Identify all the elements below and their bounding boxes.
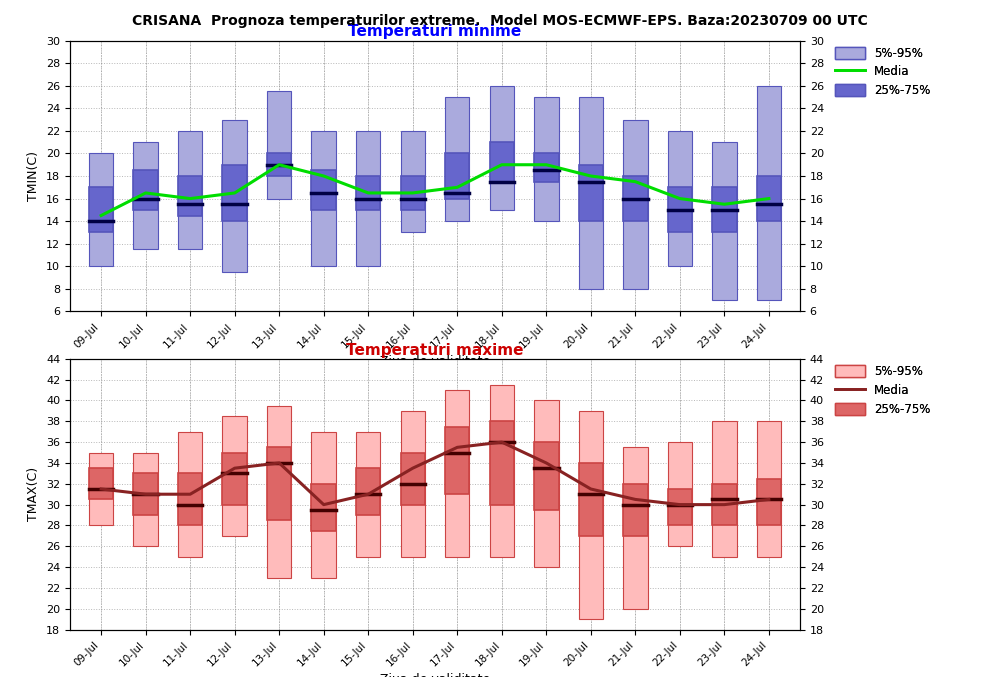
Bar xyxy=(490,385,514,556)
Bar xyxy=(89,468,113,500)
Bar xyxy=(356,432,380,556)
Bar xyxy=(623,447,648,609)
Bar xyxy=(133,142,158,249)
Bar xyxy=(490,86,514,210)
Bar xyxy=(534,154,559,181)
Bar xyxy=(178,432,202,556)
Bar xyxy=(89,188,113,232)
Bar xyxy=(89,154,113,266)
Bar xyxy=(757,421,781,556)
Bar xyxy=(401,411,425,556)
Bar xyxy=(445,97,469,221)
Bar xyxy=(579,97,603,289)
Bar xyxy=(222,120,247,272)
Bar xyxy=(401,452,425,504)
Bar xyxy=(311,432,336,577)
Bar xyxy=(401,176,425,210)
X-axis label: Ziua de validitate: Ziua de validitate xyxy=(380,355,490,368)
Bar xyxy=(579,165,603,221)
Bar xyxy=(356,176,380,210)
Bar xyxy=(712,142,737,300)
Bar xyxy=(757,176,781,221)
Bar xyxy=(311,484,336,531)
Bar xyxy=(445,154,469,198)
Bar xyxy=(133,171,158,210)
Bar xyxy=(267,406,291,577)
X-axis label: Ziua de validitate: Ziua de validitate xyxy=(380,674,490,677)
Bar xyxy=(757,479,781,525)
Bar xyxy=(356,468,380,515)
Bar xyxy=(267,447,291,520)
Bar xyxy=(490,142,514,181)
Legend: 5%-95%, Media, 25%-75%: 5%-95%, Media, 25%-75% xyxy=(835,365,930,416)
Bar xyxy=(89,452,113,525)
Bar xyxy=(490,421,514,504)
Bar xyxy=(222,452,247,504)
Title: Temperaturi minime: Temperaturi minime xyxy=(348,24,522,39)
Bar xyxy=(267,154,291,176)
Bar xyxy=(579,411,603,619)
Text: CRISANA  Prognoza temperaturilor extreme.  Model MOS-ECMWF-EPS. Baza:20230709 00: CRISANA Prognoza temperaturilor extreme.… xyxy=(132,14,868,28)
Bar xyxy=(178,473,202,525)
Bar xyxy=(712,484,737,525)
Bar xyxy=(712,188,737,232)
Bar xyxy=(356,131,380,266)
Bar xyxy=(534,442,559,510)
Bar xyxy=(668,131,692,266)
Bar xyxy=(133,473,158,515)
Title: Temperaturi maxime: Temperaturi maxime xyxy=(346,343,524,357)
Bar xyxy=(311,131,336,266)
Bar xyxy=(668,442,692,546)
Y-axis label: TMAX(C): TMAX(C) xyxy=(27,467,40,521)
Bar xyxy=(401,131,425,232)
Bar xyxy=(311,171,336,210)
Bar xyxy=(668,489,692,525)
Bar xyxy=(623,120,648,289)
Bar xyxy=(712,421,737,556)
Bar xyxy=(445,427,469,494)
Bar xyxy=(534,97,559,221)
Bar xyxy=(178,176,202,215)
Bar xyxy=(579,463,603,536)
Bar xyxy=(668,188,692,232)
Bar xyxy=(623,484,648,536)
Bar xyxy=(623,176,648,221)
Y-axis label: TMIN(C): TMIN(C) xyxy=(27,151,40,201)
Bar xyxy=(267,91,291,198)
Bar xyxy=(534,401,559,567)
Legend: 5%-95%, Media, 25%-75%: 5%-95%, Media, 25%-75% xyxy=(835,47,930,97)
Bar xyxy=(133,452,158,546)
Bar xyxy=(757,86,781,300)
Bar xyxy=(222,416,247,536)
Bar xyxy=(445,390,469,556)
Bar xyxy=(178,131,202,249)
Bar xyxy=(222,165,247,221)
